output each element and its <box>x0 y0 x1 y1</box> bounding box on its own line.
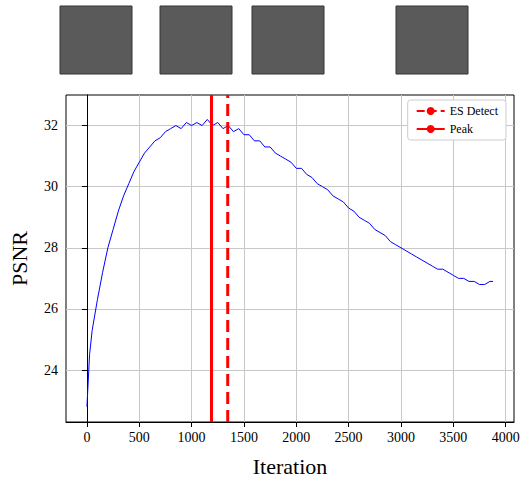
svg-text:0: 0 <box>83 430 90 445</box>
svg-text:2000: 2000 <box>282 430 310 445</box>
svg-text:1000: 1000 <box>178 430 206 445</box>
svg-text:3000: 3000 <box>387 430 415 445</box>
svg-text:3500: 3500 <box>439 430 467 445</box>
svg-text:26: 26 <box>44 301 58 316</box>
svg-text:PSNR: PSNR <box>7 231 32 286</box>
svg-text:4000: 4000 <box>492 430 520 445</box>
svg-text:24: 24 <box>44 363 58 378</box>
svg-text:1500: 1500 <box>230 430 258 445</box>
svg-text:2500: 2500 <box>335 430 363 445</box>
svg-text:30: 30 <box>44 179 58 194</box>
svg-text:Iteration: Iteration <box>253 454 328 479</box>
svg-text:28: 28 <box>44 240 58 255</box>
svg-text:ES Detect: ES Detect <box>450 104 499 118</box>
svg-text:500: 500 <box>129 430 150 445</box>
svg-text:32: 32 <box>44 118 58 133</box>
svg-text:Peak: Peak <box>450 122 473 136</box>
